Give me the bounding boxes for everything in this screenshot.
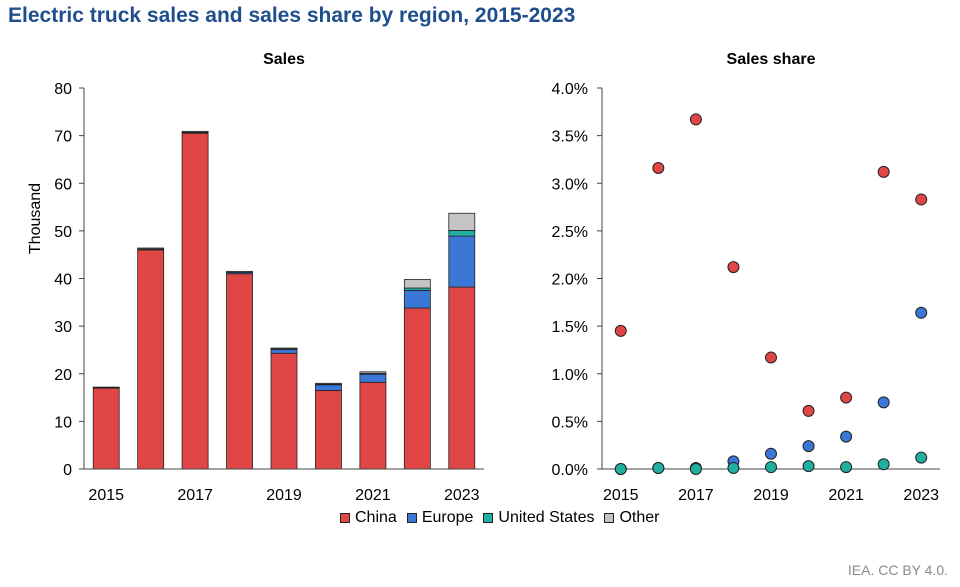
bar-china-2015 [92, 387, 120, 470]
point-china-2019 [765, 351, 777, 364]
sales-y-tick-label: 10 [54, 414, 72, 431]
share-y-tick-label: 1.5% [552, 319, 588, 336]
sales-x-tick-label: 2015 [88, 487, 124, 504]
point-united-states-2021 [840, 461, 853, 474]
share-x-tick-label: 2019 [753, 487, 789, 504]
sales-y-tick-label: 0 [63, 462, 72, 479]
point-europe-2019 [765, 447, 777, 460]
legend-label-united-states: United States [498, 509, 595, 526]
share-y-tick-label: 0.0% [552, 462, 588, 479]
share-y-tick-label: 0.5% [552, 414, 588, 431]
point-united-states-2017 [689, 463, 702, 475]
bar-china-2023 [448, 286, 476, 470]
sales-y-tick-label: 60 [54, 176, 72, 193]
sales-y-tick-label: 80 [54, 81, 72, 98]
point-europe-2023 [915, 306, 928, 319]
share-y-tick-label: 2.0% [552, 272, 588, 289]
sales-x-tick-label: 2017 [177, 487, 213, 504]
legend-label-europe: Europe [421, 509, 474, 526]
legend-swatch-united-states [483, 513, 494, 523]
legend-swatch-europe [406, 513, 417, 523]
point-united-states-2020 [802, 460, 815, 473]
bar-china-2021 [359, 381, 387, 470]
share-y-tick-label: 3.0% [552, 176, 588, 193]
point-united-states-2019 [765, 461, 777, 474]
bar-other-2015 [92, 386, 120, 389]
page-title: Electric truck sales and sales share by … [8, 4, 576, 27]
point-china-2018 [727, 261, 740, 274]
point-united-states-2015 [614, 463, 627, 475]
sales-y-tick-label: 30 [54, 319, 72, 336]
bar-china-2016 [137, 249, 165, 470]
point-united-states-2022 [877, 458, 890, 471]
sales-y-tick-label: 50 [54, 224, 72, 241]
sales-y-tick-label: 40 [54, 272, 72, 289]
point-united-states-2023 [915, 451, 928, 464]
share-y-tick-label: 2.5% [552, 224, 588, 241]
sales-x-tick-label: 2019 [266, 487, 302, 504]
bar-other-2018 [226, 270, 253, 273]
bar-europe-2020 [315, 384, 342, 391]
legend-item-china[interactable]: China [340, 509, 397, 527]
sales-x-tick-label: 2021 [355, 487, 391, 504]
point-china-2016 [652, 162, 665, 175]
bar-other-2023 [448, 212, 476, 231]
point-china-2017 [689, 113, 702, 126]
point-china-2023 [915, 193, 928, 206]
share-y-tick-label: 4.0% [552, 81, 588, 98]
bar-other-2022 [403, 279, 431, 289]
bar-other-2020 [315, 382, 342, 385]
source-credit: IEA. CC BY 4.0. [847, 562, 948, 578]
legend-label-other: Other [619, 509, 660, 526]
legend-swatch-other [604, 513, 615, 523]
bar-other-2017 [181, 130, 209, 133]
legend-item-united-states[interactable]: United States [483, 509, 594, 527]
bar-europe-2019 [270, 349, 298, 354]
sales-x-tick-label: 2023 [444, 487, 480, 504]
bar-other-2016 [137, 247, 165, 250]
bar-united-states-2023 [448, 229, 476, 237]
bar-europe-2023 [448, 235, 476, 288]
legend-swatch-china [340, 513, 350, 523]
point-united-states-2018 [727, 462, 740, 475]
share-chart-title: Sales share [727, 51, 816, 68]
share-x-tick-label: 2021 [828, 487, 864, 504]
bar-china-2018 [226, 273, 253, 470]
point-europe-2020 [802, 440, 815, 453]
legend: China Europe United States Other [340, 509, 669, 527]
bar-china-2022 [403, 307, 431, 470]
bar-china-2020 [315, 390, 342, 470]
bar-europe-2022 [403, 290, 431, 309]
bar-europe-2021 [359, 373, 387, 383]
bar-other-2021 [359, 371, 387, 374]
share-x-tick-label: 2017 [678, 487, 714, 504]
point-china-2020 [802, 404, 815, 417]
share-x-tick-label: 2015 [603, 487, 639, 504]
point-china-2022 [877, 165, 890, 178]
sales-chart-title: Sales [263, 51, 305, 68]
legend-item-other[interactable]: Other [604, 509, 659, 527]
legend-label-china: China [355, 509, 397, 526]
sales-y-axis-label: Thousand [27, 183, 44, 254]
point-europe-2021 [840, 430, 853, 443]
bar-china-2017 [181, 132, 209, 470]
sales-y-tick-label: 70 [54, 129, 72, 146]
bar-china-2019 [270, 352, 298, 470]
bar-other-2019 [270, 347, 298, 350]
point-china-2021 [840, 391, 853, 404]
legend-item-europe[interactable]: Europe [406, 509, 474, 527]
point-china-2015 [614, 324, 627, 337]
point-united-states-2016 [652, 462, 665, 475]
share-y-tick-label: 1.0% [552, 367, 588, 384]
sales-y-tick-label: 20 [54, 367, 72, 384]
share-x-tick-label: 2023 [903, 487, 939, 504]
point-europe-2022 [877, 396, 890, 409]
share-y-tick-label: 3.5% [552, 129, 588, 146]
